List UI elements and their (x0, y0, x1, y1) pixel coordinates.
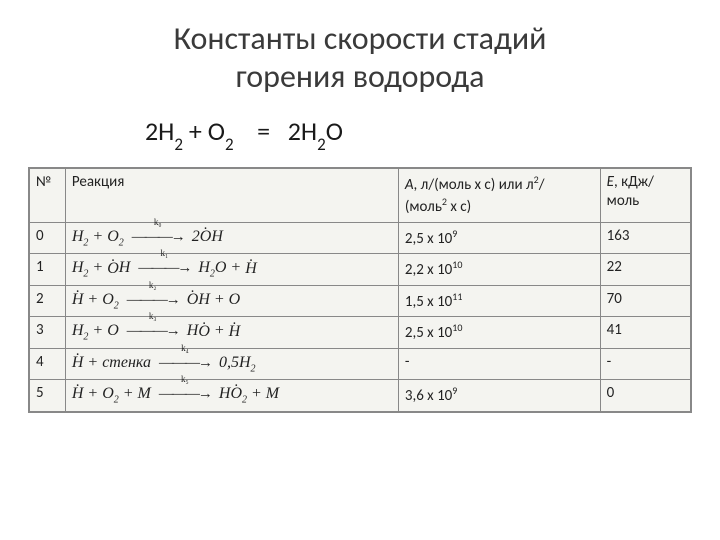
cell-reaction: H + стенка k₄———→ 0,5H2 (65, 348, 398, 379)
cell-number: 0 (29, 222, 65, 254)
header-e: EE, кДж/, кДж/моль (600, 168, 691, 223)
h-a-l2b: х с) (447, 198, 471, 216)
table-row: 1H2 + OH k₁———→ H2O + H2,2 х 101022 (29, 254, 691, 286)
eq-sub3: 2 (317, 134, 326, 155)
cell-e: 0 (600, 380, 691, 412)
overall-equation: 2H2 + O2 = 2H2O (0, 115, 720, 151)
eq-sub2: 2 (225, 134, 234, 155)
header-number: № (29, 168, 65, 223)
table-header-row: № Реакция AA, л/(моль х с) или л, л/(мол… (29, 168, 691, 223)
h-e-l2: моль (607, 192, 639, 210)
eq-rhs: 2H (288, 115, 317, 147)
cell-a: 2,5 х 109 (398, 222, 600, 254)
cell-reaction: H + O2 + M k₅———→ HO2 + M (65, 380, 398, 412)
cell-number: 4 (29, 348, 65, 379)
cell-e: 41 (600, 317, 691, 349)
table-row: 5H + O2 + M k₅———→ HO2 + M3,6 х 1090 (29, 380, 691, 412)
cell-reaction: H2 + O k₃———→ HO + H (65, 317, 398, 349)
table-wrapper: № Реакция AA, л/(моль х с) или л, л/(мол… (0, 167, 720, 413)
cell-number: 2 (29, 285, 65, 317)
page-title: Константы скорости стадий горения водоро… (0, 20, 720, 97)
cell-a: 3,6 х 109 (398, 380, 600, 412)
cell-e: 70 (600, 285, 691, 317)
eq-rhs2: O (326, 115, 343, 147)
eq-2h: 2H (145, 115, 174, 147)
cell-a: 2,5 х 1010 (398, 317, 600, 349)
table-row: 2H + O2 k₂———→ OH + O1,5 х 101170 (29, 285, 691, 317)
cell-number: 1 (29, 254, 65, 286)
eq-plus: + (189, 115, 202, 147)
table-row: 3H2 + O k₃———→ HO + H2,5 х 101041 (29, 317, 691, 349)
cell-number: 5 (29, 380, 65, 412)
eq-equals: = (257, 115, 270, 147)
cell-a: - (398, 348, 600, 379)
cell-reaction: H2 + O2 k₀———→ 2OH (65, 222, 398, 254)
cell-reaction: H2 + OH k₁———→ H2O + H (65, 254, 398, 286)
table-body: 0H2 + O2 k₀———→ 2OH2,5 х 1091631H2 + OH … (29, 222, 691, 411)
cell-e: - (600, 348, 691, 379)
table-row: 4H + стенка k₄———→ 0,5H2-- (29, 348, 691, 379)
cell-a: 2,2 х 1010 (398, 254, 600, 286)
title-line-2: горения водорода (236, 57, 485, 96)
eq-o: O (208, 115, 225, 147)
title-line-1: Константы скорости стадий (174, 19, 547, 58)
h-a-l1b: / (539, 176, 545, 194)
h-a-l2a: (моль (405, 198, 442, 216)
header-a: AA, л/(моль х с) или л, л/(моль х с) или… (398, 168, 600, 223)
cell-a: 1,5 х 1011 (398, 285, 600, 317)
cell-e: 163 (600, 222, 691, 254)
table-row: 0H2 + O2 k₀———→ 2OH2,5 х 109163 (29, 222, 691, 254)
rate-constants-table: № Реакция AA, л/(моль х с) или л, л/(мол… (28, 167, 692, 413)
cell-reaction: H + O2 k₂———→ OH + O (65, 285, 398, 317)
cell-e: 22 (600, 254, 691, 286)
cell-number: 3 (29, 317, 65, 349)
eq-sub1: 2 (174, 134, 183, 155)
header-reaction: Реакция (65, 168, 398, 223)
